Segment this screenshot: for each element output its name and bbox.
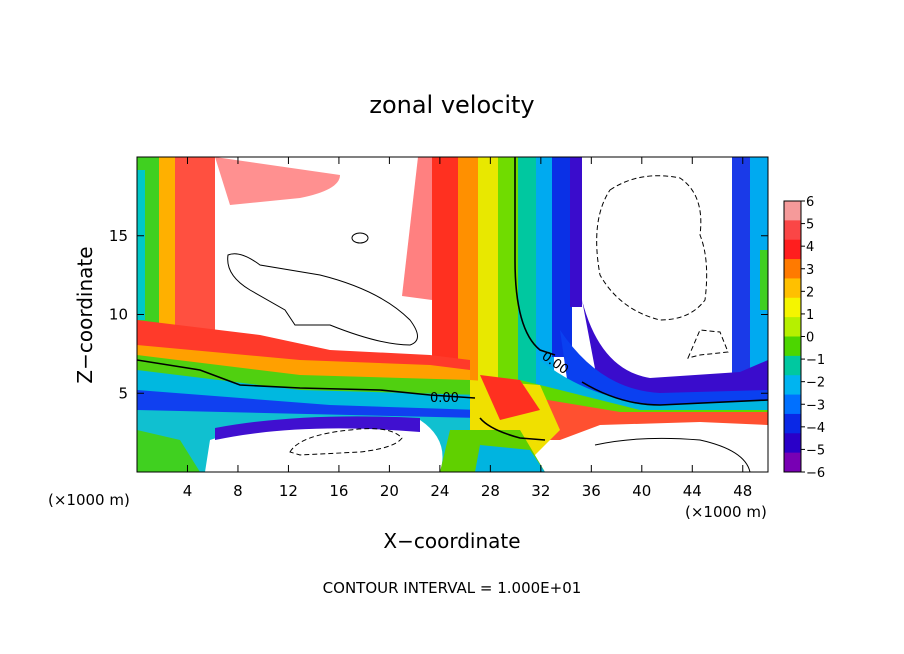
x-tick-label: 48 [733, 482, 752, 500]
band-center-purple [570, 157, 582, 307]
mix-cyan [475, 445, 545, 472]
colorbar-label: −5 [806, 443, 825, 458]
x-tick-label: 44 [683, 482, 702, 500]
y-tick-label: 15 [109, 227, 128, 245]
colorbar-swatch [784, 259, 801, 279]
colorbar-swatch [784, 317, 801, 337]
y-tick-label: 5 [118, 384, 128, 402]
colorbar-swatch [784, 355, 801, 376]
colorbar-label: 1 [806, 308, 814, 323]
band-right-cyan [750, 157, 768, 417]
plume-top-left [215, 157, 340, 205]
colorbar-swatch [784, 297, 801, 318]
colorbar-label: 0 [806, 331, 814, 346]
colorbar-swatch [784, 433, 801, 454]
x-tick-label: 32 [531, 482, 550, 500]
colorbar-swatch [784, 413, 801, 434]
colorbar-label: −3 [806, 398, 825, 413]
colorbar-label: 3 [806, 263, 814, 278]
y-axis-label: Z−coordinate [73, 246, 97, 383]
layer-right-blue [560, 330, 768, 408]
x-tick-label: 40 [632, 482, 651, 500]
layer-right-red [500, 392, 768, 440]
band-left-cyan [137, 170, 145, 320]
band-left-orange [155, 157, 175, 377]
colorbar-swatch [784, 394, 801, 415]
contour-small-loop [351, 232, 369, 244]
contour-negative-right [596, 175, 708, 321]
x-tick-label: 24 [430, 482, 449, 500]
velocity-field: 0.00 0.00 [137, 157, 768, 472]
blob-bottom-purple [215, 416, 420, 440]
colorbar-label: 6 [806, 195, 814, 210]
contour-zero-right [581, 381, 768, 406]
x-tick-label: 16 [329, 482, 348, 500]
x-unit-right: (×1000 m) [685, 503, 767, 521]
x-axis-label: X−coordinate [383, 529, 520, 553]
colorbar-swatch [784, 220, 801, 241]
colorbar-swatch [784, 201, 801, 221]
colorbar-label: 5 [806, 218, 814, 233]
contour-zero-center [514, 157, 556, 356]
y-tick-label: 10 [109, 306, 128, 324]
contour-positive-bottom-right [594, 437, 751, 472]
contour-interval-note: CONTOUR INTERVAL = 1.000E+01 [323, 579, 582, 597]
contour-zero-lower [479, 417, 546, 441]
x-tick-label: 4 [183, 482, 193, 500]
colorbar-label: −1 [806, 353, 825, 368]
y-axis-ticks: 5 10 15 [109, 227, 768, 402]
layer-lower-green [137, 430, 200, 472]
colorbar-swatch [784, 452, 801, 473]
x-tick-label: 8 [233, 482, 243, 500]
layer-right-purple [582, 300, 768, 400]
band-center-teal [518, 157, 538, 387]
band-center-cyan [536, 157, 554, 387]
contour-label-1: 0.00 [430, 391, 459, 406]
blob-bottom-right-white [590, 426, 745, 472]
contour-negative-bottom [289, 428, 403, 456]
x-tick-label: 12 [279, 482, 298, 500]
colorbar-label: −4 [806, 421, 825, 436]
mix-red [480, 375, 540, 420]
x-tick-label: 36 [582, 482, 601, 500]
contour-zero-left [137, 359, 476, 399]
colorbar-swatch [784, 239, 801, 260]
band-center-blue [552, 157, 572, 357]
colorbar-swatch [784, 375, 801, 396]
x-unit-left: (×1000 m) [48, 491, 130, 509]
colorbar-swatch [784, 336, 801, 357]
contour-negative-small [687, 329, 729, 359]
colorbar-label: −6 [806, 466, 825, 481]
colorbar: 6 5 4 3 2 1 0 −1 −2 −3 −4 −5 −6 [783, 195, 825, 481]
contour-positive-island [227, 253, 418, 346]
band-right-blue [732, 157, 752, 407]
band-center-pink [402, 157, 432, 300]
chart-title: zonal velocity [369, 91, 534, 119]
colorbar-label: 2 [806, 285, 814, 300]
colorbar-swatch [784, 278, 801, 299]
x-axis-ticks: 4 8 12 16 20 24 28 32 36 40 44 48 [183, 157, 752, 500]
x-tick-label: 20 [380, 482, 399, 500]
band-center-yellow [478, 157, 500, 417]
colorbar-label: 4 [806, 240, 814, 255]
x-tick-label: 28 [481, 482, 500, 500]
band-right-green [760, 250, 768, 310]
band-center-orange [458, 157, 480, 417]
colorbar-label: −2 [806, 376, 825, 391]
